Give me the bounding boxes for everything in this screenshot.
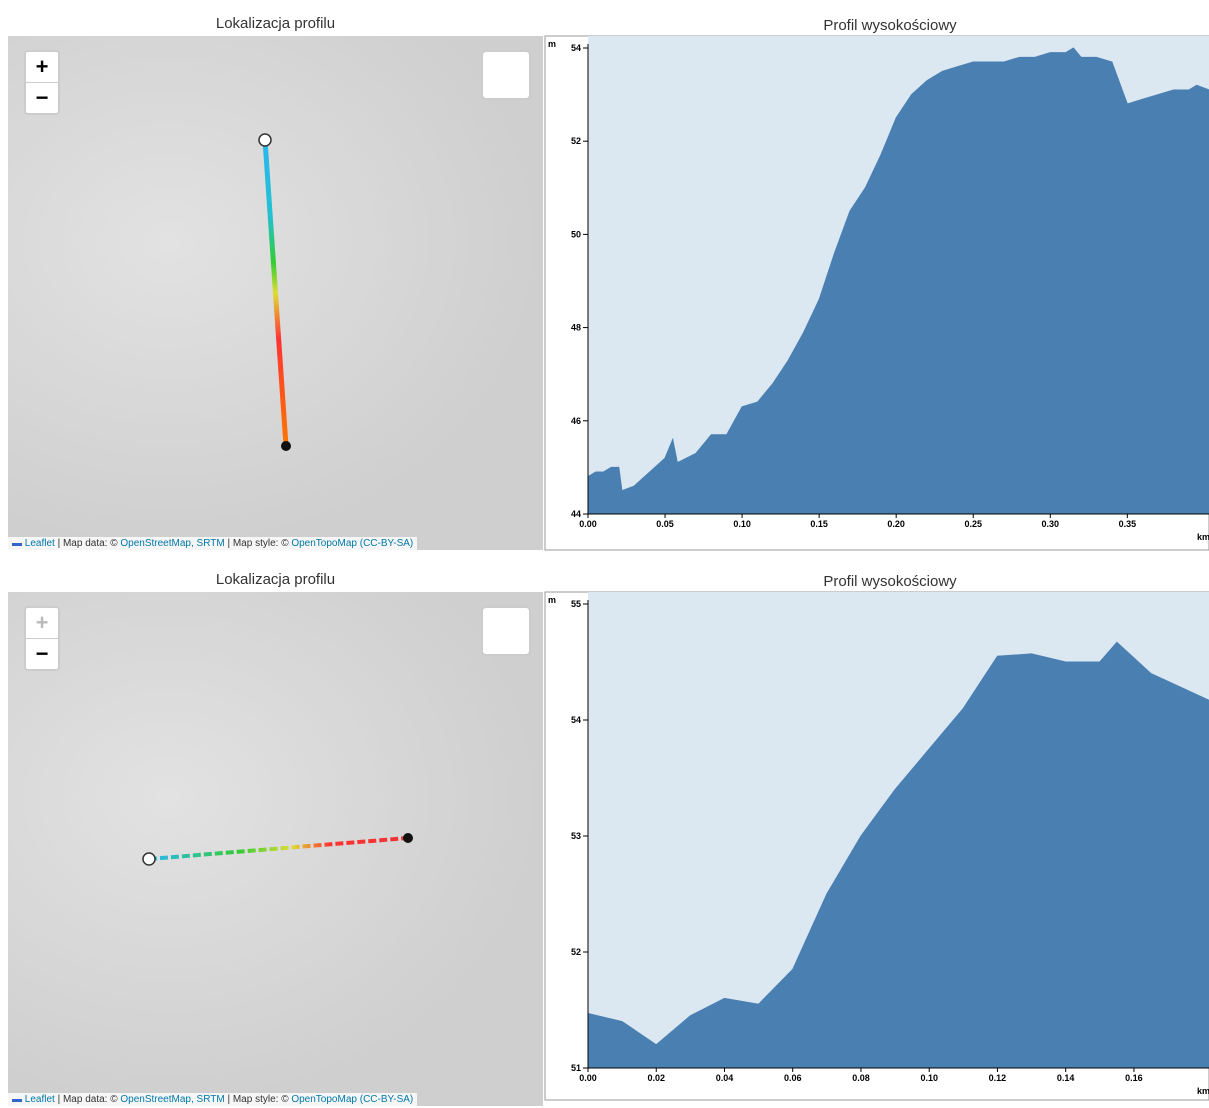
layers-button[interactable] bbox=[481, 50, 531, 100]
zoom-out[interactable]: − bbox=[26, 638, 58, 669]
x-tick-label: 0.00 bbox=[579, 519, 597, 529]
x-tick-label: 0.10 bbox=[920, 1073, 938, 1083]
start-marker bbox=[143, 853, 155, 865]
map-title: Lokalizacja profilu bbox=[8, 571, 543, 588]
text: | Map style: © bbox=[227, 1094, 288, 1105]
x-tick-label: 0.20 bbox=[887, 519, 905, 529]
zoom-in[interactable]: + bbox=[26, 608, 58, 638]
map-title: Lokalizacja profilu bbox=[8, 15, 543, 32]
attribution: ▬ Leaflet | Map data: © OpenStreetMap, S… bbox=[8, 1093, 417, 1106]
zoom-control: +− bbox=[24, 50, 60, 115]
elevation-area bbox=[588, 48, 1209, 514]
elevation-area bbox=[588, 642, 1209, 1068]
y-tick-label: 55 bbox=[571, 599, 581, 609]
chart-title: Profil wysokościowy bbox=[823, 573, 957, 590]
x-axis-label: km bbox=[1197, 532, 1209, 542]
page: Lokalizacja profilu +− ▬ Leaflet | Map d… bbox=[0, 0, 1209, 1108]
link[interactable]: (CC-BY-SA) bbox=[360, 1094, 414, 1105]
x-tick-label: 0.14 bbox=[1057, 1073, 1075, 1083]
y-tick-label: 54 bbox=[571, 715, 581, 725]
x-tick-label: 0.04 bbox=[716, 1073, 734, 1083]
y-tick-label: 52 bbox=[571, 136, 581, 146]
y-tick-label: 52 bbox=[571, 947, 581, 957]
y-tick-label: 54 bbox=[571, 43, 581, 53]
link[interactable]: OpenStreetMap, SRTM bbox=[120, 538, 224, 549]
end-marker bbox=[281, 441, 291, 451]
x-axis-label: km bbox=[1197, 1086, 1209, 1096]
x-tick-label: 0.30 bbox=[1042, 519, 1060, 529]
y-tick-label: 51 bbox=[571, 1063, 581, 1073]
x-tick-label: 0.06 bbox=[784, 1073, 802, 1083]
end-marker bbox=[403, 833, 413, 843]
start-marker bbox=[259, 134, 271, 146]
y-tick-label: 46 bbox=[571, 416, 581, 426]
plot-background bbox=[588, 36, 1209, 514]
zoom-in[interactable]: + bbox=[26, 52, 58, 82]
link[interactable]: (CC-BY-SA) bbox=[360, 538, 414, 549]
map-overlay bbox=[8, 36, 543, 550]
link[interactable]: OpenStreetMap, SRTM bbox=[120, 1094, 224, 1105]
zoom-out[interactable]: − bbox=[26, 82, 58, 113]
map[interactable]: +− ▬ Leaflet | Map data: © OpenStreetMap… bbox=[8, 592, 543, 1106]
y-tick-label: 48 bbox=[571, 323, 581, 333]
link[interactable]: Leaflet bbox=[25, 1094, 55, 1105]
x-tick-label: 0.15 bbox=[810, 519, 828, 529]
chart-title: Profil wysokościowy bbox=[823, 17, 957, 34]
text: | Map data: © bbox=[58, 1094, 118, 1105]
link[interactable]: Leaflet bbox=[25, 538, 55, 549]
x-tick-label: 0.10 bbox=[733, 519, 751, 529]
x-tick-label: 0.05 bbox=[656, 519, 674, 529]
zoom-control: +− bbox=[24, 606, 60, 671]
attribution: ▬ Leaflet | Map data: © OpenStreetMap, S… bbox=[8, 537, 417, 550]
plot-background bbox=[588, 592, 1209, 1068]
x-tick-label: 0.12 bbox=[989, 1073, 1007, 1083]
layers-button[interactable] bbox=[481, 606, 531, 656]
y-axis-label: m bbox=[548, 595, 556, 605]
chart-panel bbox=[545, 592, 1209, 1100]
link[interactable]: OpenTopoMap bbox=[291, 1094, 357, 1105]
x-tick-label: 0.16 bbox=[1125, 1073, 1143, 1083]
text: | Map style: © bbox=[227, 538, 288, 549]
y-tick-label: 53 bbox=[571, 831, 581, 841]
text: | Map data: © bbox=[58, 538, 118, 549]
profile-line bbox=[265, 140, 286, 446]
map[interactable]: +− ▬ Leaflet | Map data: © OpenStreetMap… bbox=[8, 36, 543, 550]
x-tick-label: 0.08 bbox=[852, 1073, 870, 1083]
y-axis-label: m bbox=[548, 39, 556, 49]
link[interactable]: OpenTopoMap bbox=[291, 538, 357, 549]
x-tick-label: 0.02 bbox=[647, 1073, 665, 1083]
y-tick-label: 44 bbox=[571, 509, 581, 519]
map-overlay bbox=[8, 592, 543, 1106]
x-tick-label: 0.25 bbox=[964, 519, 982, 529]
chart-panel bbox=[545, 36, 1209, 550]
profile-line bbox=[149, 838, 408, 859]
x-tick-label: 0.00 bbox=[579, 1073, 597, 1083]
y-tick-label: 50 bbox=[571, 229, 581, 239]
x-tick-label: 0.35 bbox=[1119, 519, 1137, 529]
